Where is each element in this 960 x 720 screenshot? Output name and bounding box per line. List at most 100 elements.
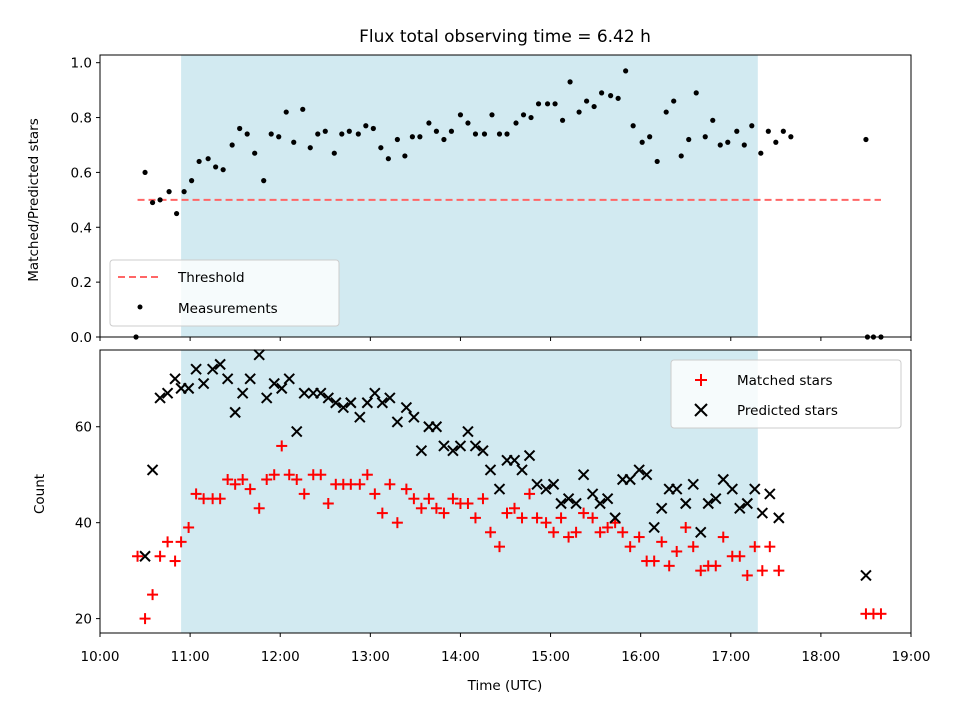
predicted-star-point (749, 483, 761, 495)
matched-star-point (875, 608, 887, 620)
matched-star-point (516, 512, 528, 524)
measurement-point (276, 134, 282, 140)
top-y-tick-label: 1.0 (71, 56, 92, 72)
matched-star-point (276, 440, 288, 452)
measurement-point (584, 98, 590, 104)
measurement-point (615, 95, 621, 101)
predicted-star-point (555, 497, 567, 510)
measurement-point (237, 125, 243, 132)
matched-star-point (253, 502, 265, 514)
top-y-tick-label: 0.2 (71, 275, 92, 291)
measurement-point (725, 139, 731, 145)
measurement-point (758, 150, 764, 156)
predicted-star-point (586, 488, 599, 500)
measurement-point (528, 114, 534, 121)
measurement-point (552, 101, 558, 107)
top-y-tick-label: 0.0 (71, 330, 92, 346)
matched-star-point (354, 478, 366, 490)
predicted-star-point (154, 392, 166, 404)
x-tick-label: 16:00 (621, 649, 660, 665)
measurement-point (504, 131, 510, 137)
measurement-point (630, 123, 636, 129)
predicted-star-point (229, 406, 241, 419)
matched-star-point (563, 531, 575, 543)
measurement-point (355, 131, 361, 137)
matched-star-point (617, 526, 629, 538)
predicted-star-point (415, 445, 428, 457)
measurement-point (591, 103, 597, 110)
measurement-point (576, 109, 582, 115)
matched-star-point (298, 488, 310, 500)
matched-star-point (139, 613, 151, 625)
measurement-point (166, 189, 172, 195)
measurement-point (331, 150, 337, 156)
matched-star-point (773, 565, 785, 577)
matched-star-point (291, 474, 303, 486)
observing-span-bottom (181, 350, 758, 633)
measurement-point (307, 145, 313, 151)
measurement-point (559, 117, 566, 123)
matched-star-point (415, 502, 427, 514)
measurement-point (213, 164, 219, 170)
predicted-star-point (601, 492, 614, 505)
top-legend: Threshold Measurements (109, 259, 340, 327)
predicted-star-point (477, 445, 489, 457)
ratio-panel: 0.0 0.2 0.4 0.6 0.8 1.0 Matched/Predicted sta… (26, 54, 912, 346)
measurement-point (599, 90, 605, 96)
predicted-star-point (221, 373, 234, 385)
predicted-star-point (447, 445, 459, 457)
predicted-star-point (671, 483, 683, 495)
x-tick-label: 13:00 (351, 649, 390, 665)
matched-star-point (671, 545, 683, 557)
measurement-point (671, 98, 677, 104)
measurement-point (363, 123, 369, 129)
predicted-star-point (315, 387, 327, 399)
matched-star-point (695, 565, 707, 577)
x-tick-label: 10:00 (81, 649, 120, 665)
measurement-point (322, 128, 328, 134)
top-legend-box (109, 259, 340, 327)
measurement-point (734, 128, 740, 134)
predicted-star-point (408, 411, 420, 423)
measurement-point (457, 112, 464, 118)
matched-star-point (756, 565, 768, 577)
matched-star-point (710, 560, 722, 572)
matched-star-point (648, 555, 660, 567)
measurement-point (370, 125, 376, 132)
matched-star-point (594, 526, 606, 538)
predicted-star-point (161, 387, 174, 399)
predicted-star-point (214, 358, 226, 371)
predicted-star-point (438, 440, 450, 452)
predicted-star-point (369, 387, 381, 399)
measurement-point (378, 145, 384, 151)
predicted-star-point (260, 392, 273, 404)
count-panel: 20 40 60 10:00 11:00 12:00 13:00 14:00 15:00 16:… (32, 349, 930, 694)
predicted-star-point (508, 454, 521, 467)
measurement-point (315, 131, 321, 137)
predicted-star-point (717, 473, 729, 486)
predicted-star-point (570, 497, 582, 510)
predicted-star-point (764, 488, 776, 500)
predicted-star-point (648, 521, 660, 534)
matched-star-point (749, 541, 761, 553)
predicted-star-point (391, 416, 404, 428)
matched-star-point (322, 497, 334, 509)
measurement-point (339, 131, 345, 137)
matched-star-point (222, 474, 234, 486)
predicted-star-point (361, 397, 374, 409)
measurement-point (291, 139, 297, 145)
matched-star-point (244, 483, 256, 495)
matched-star-point (162, 536, 174, 548)
matched-star-point (369, 488, 381, 500)
predicted-star-point (469, 440, 482, 452)
x-tick-label: 12:00 (261, 649, 300, 665)
measurement-point (205, 156, 211, 162)
measurement-point (149, 199, 156, 206)
top-y-tick-label: 0.4 (71, 220, 92, 236)
measurement-point (173, 210, 180, 217)
matched-star-point (315, 469, 327, 481)
matched-star-point (283, 469, 295, 481)
predicted-star-point (298, 387, 310, 399)
measurement-point (678, 153, 684, 159)
predicted-star-point (484, 464, 497, 476)
